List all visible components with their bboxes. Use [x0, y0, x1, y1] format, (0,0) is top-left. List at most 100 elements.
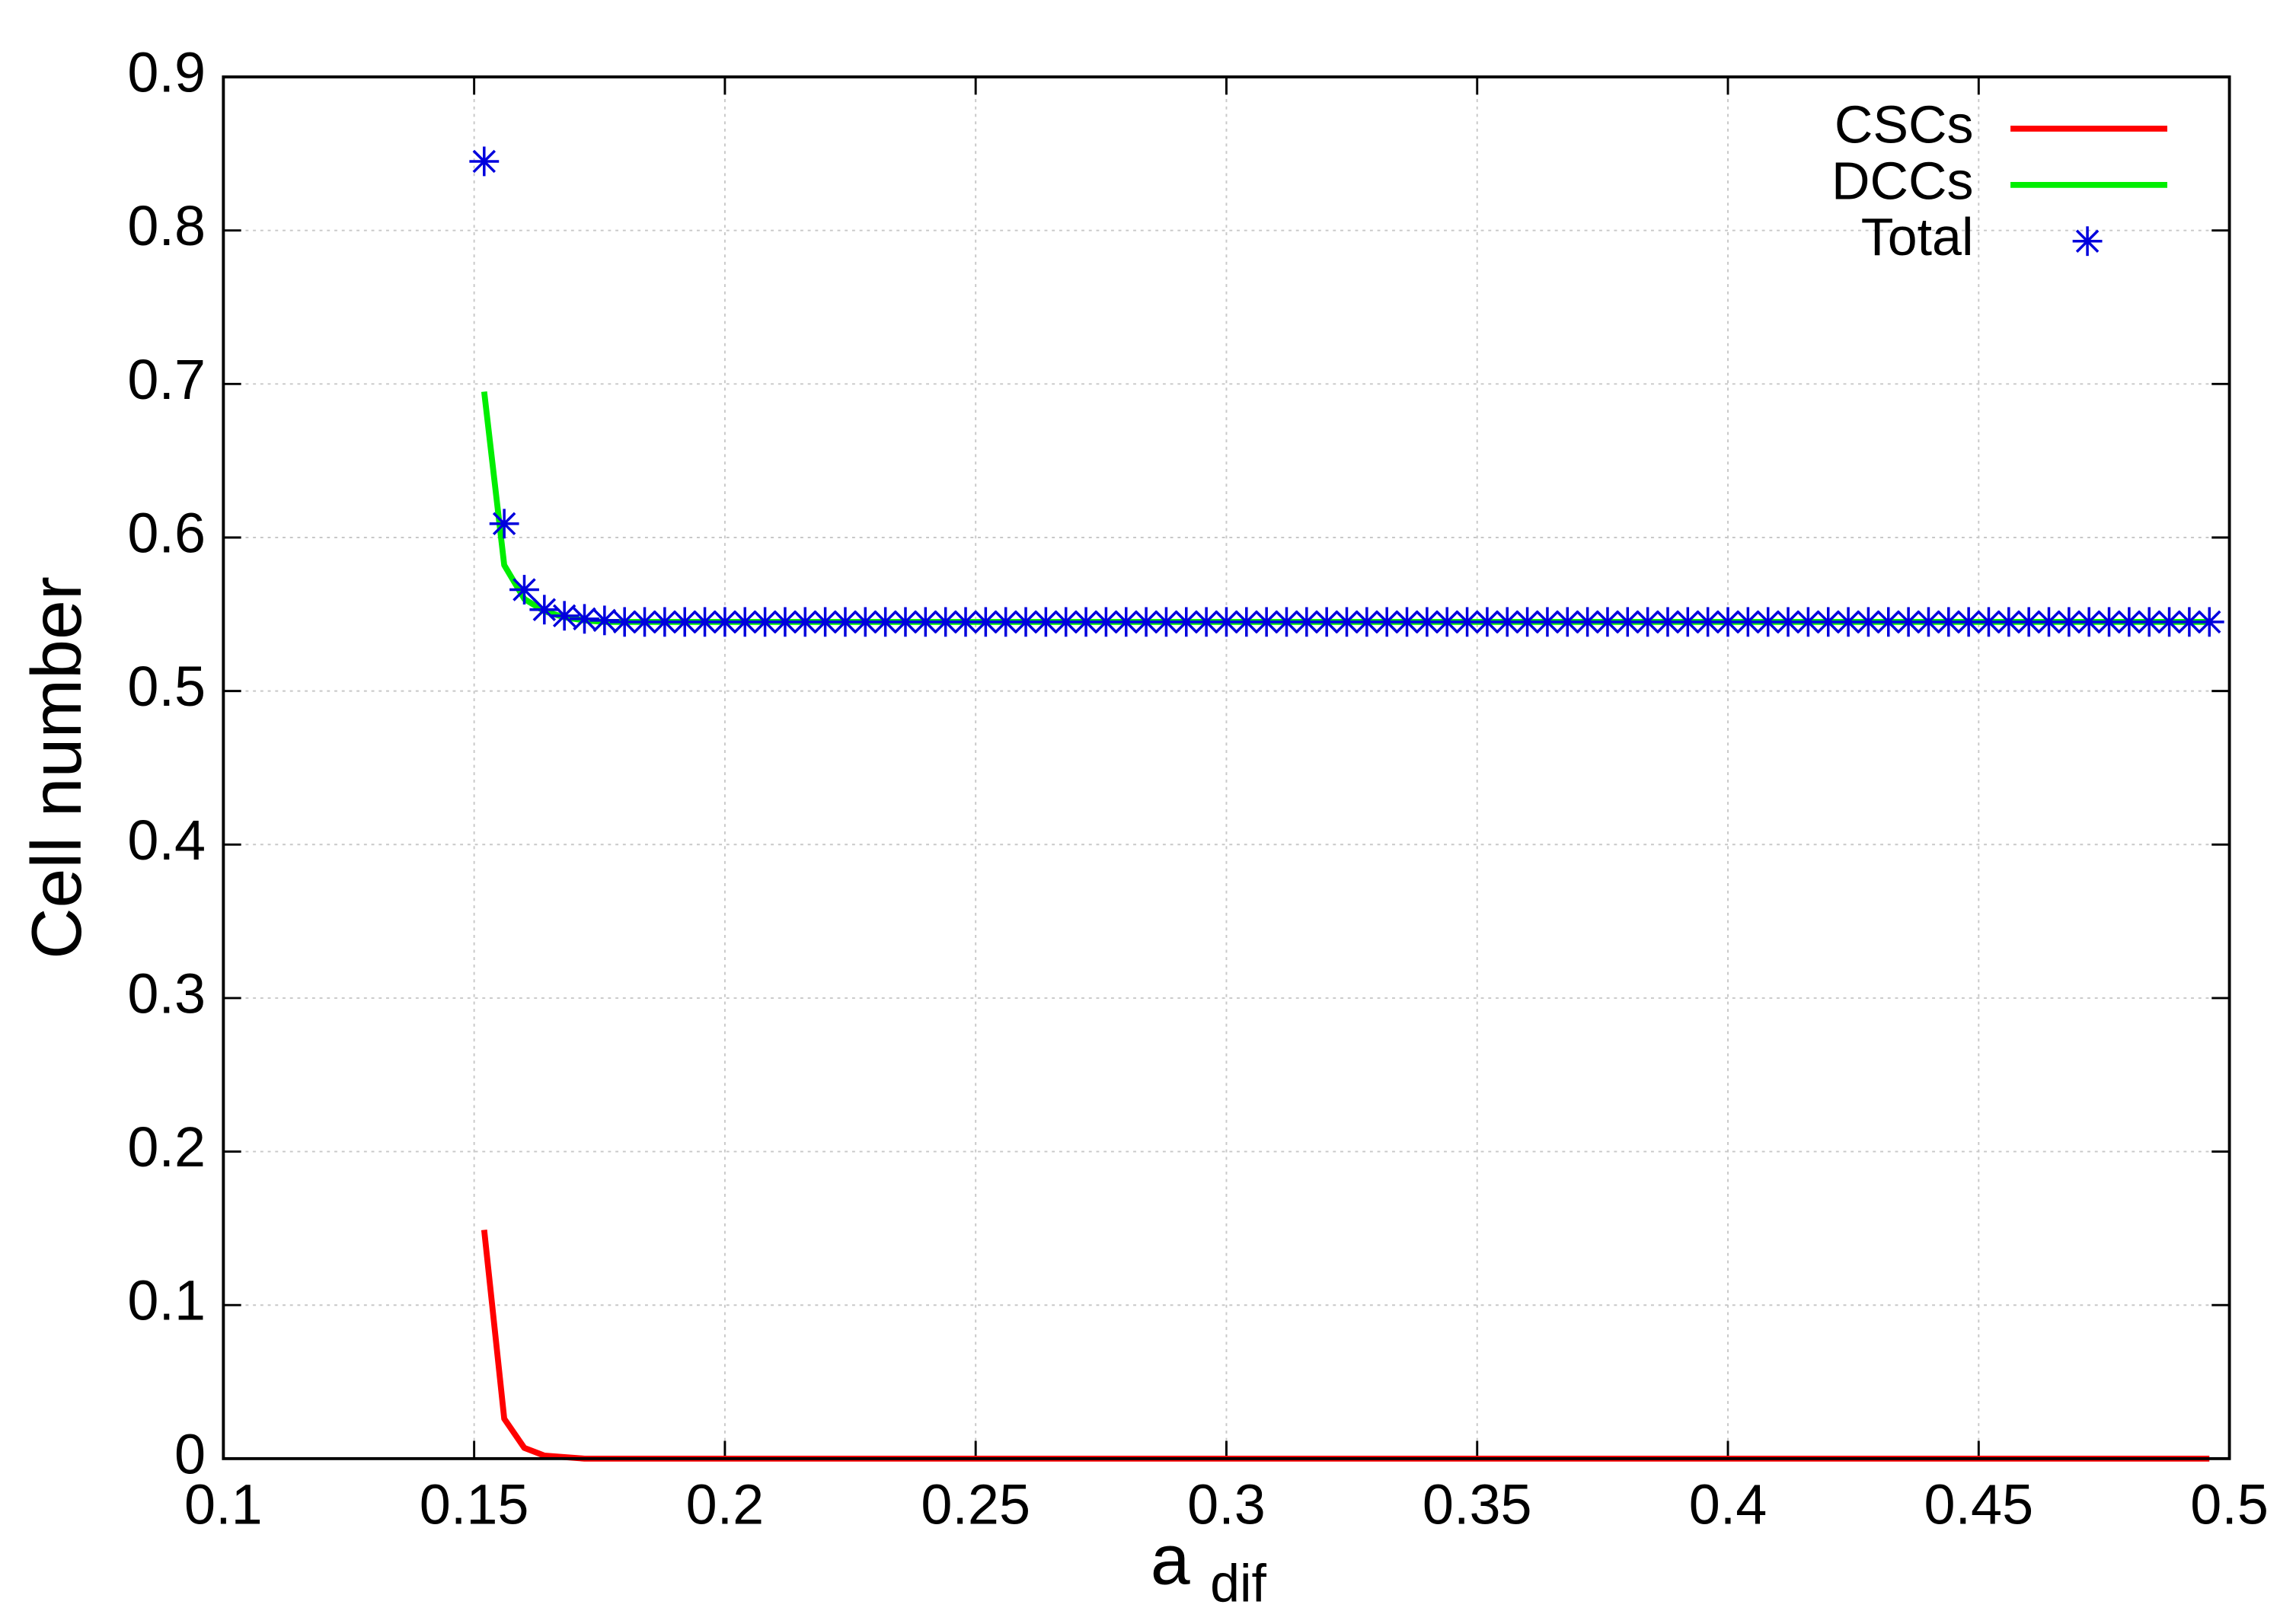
marker-stroke — [513, 578, 536, 601]
marker-stroke — [532, 598, 557, 621]
x-tick-label: 0.5 — [2190, 1472, 2269, 1536]
y-tick-label: 0 — [174, 1422, 206, 1485]
data-point — [2194, 607, 2224, 637]
marker-stroke — [1014, 610, 1038, 634]
plot-frame — [222, 75, 2231, 1460]
marker-stroke — [693, 610, 717, 634]
marker-stroke — [2075, 229, 2100, 253]
marker-stroke — [1636, 610, 1659, 634]
data-point — [1272, 607, 1301, 637]
marker-stroke — [1836, 610, 1860, 634]
marker-stroke — [1134, 610, 1158, 634]
marker-stroke — [914, 610, 937, 634]
data-point — [1212, 607, 1241, 637]
data-point — [529, 595, 560, 625]
data-point — [1934, 607, 1964, 637]
marker-stroke — [1074, 610, 1098, 634]
marker-stroke — [1937, 610, 1961, 634]
data-point — [589, 605, 620, 636]
marker-stroke — [1314, 610, 1339, 634]
marker-stroke — [1395, 610, 1419, 634]
data-point — [950, 607, 981, 637]
marker-stroke — [672, 610, 697, 634]
marker-stroke — [2198, 610, 2221, 634]
data-point — [469, 146, 500, 177]
marker-stroke — [1977, 610, 2001, 634]
marker-stroke — [1455, 610, 1479, 634]
marker-stroke — [612, 610, 637, 634]
marker-stroke — [2157, 610, 2181, 634]
y-tick-label: 0.8 — [127, 194, 206, 257]
marker-stroke — [1355, 610, 1379, 634]
marker-stroke — [1194, 610, 1218, 634]
marker-stroke — [713, 610, 737, 634]
data-point — [1472, 607, 1502, 637]
marker-stroke — [1676, 610, 1700, 634]
y-tick-label: 0.4 — [127, 809, 206, 872]
x-axis-label-subscript: dif — [1210, 1553, 1266, 1611]
data-point — [1432, 607, 1462, 637]
legend-marker — [2072, 226, 2103, 257]
marker-stroke — [1556, 610, 1579, 634]
data-point — [991, 607, 1021, 637]
marker-stroke — [472, 149, 497, 174]
marker-stroke — [1716, 610, 1740, 634]
marker-stroke — [893, 610, 918, 634]
x-axis-label: a — [1151, 1520, 1190, 1599]
marker-stroke — [1254, 610, 1279, 634]
marker-stroke — [2177, 610, 2202, 634]
marker-stroke — [1535, 610, 1560, 634]
marker-stroke — [1415, 610, 1439, 634]
marker-stroke — [2037, 610, 2061, 634]
x-tick-label: 0.2 — [686, 1472, 765, 1536]
marker-stroke — [873, 610, 897, 634]
data-point — [1011, 607, 1041, 637]
marker-stroke — [1876, 610, 1900, 634]
marker-stroke — [1375, 610, 1399, 634]
marker-stroke — [934, 610, 957, 634]
data-point — [669, 607, 700, 637]
x-tick-label: 0.4 — [1689, 1472, 1768, 1536]
data-point — [1532, 607, 1563, 637]
data-point — [489, 509, 519, 539]
marker-stroke — [1435, 610, 1459, 634]
marker-stroke — [1496, 610, 1519, 634]
marker-stroke — [813, 610, 837, 634]
data-point — [1592, 607, 1623, 637]
marker-stroke — [633, 610, 656, 634]
y-tick-label: 0.7 — [127, 348, 206, 411]
data-point — [2054, 607, 2084, 637]
x-tick-label: 0.15 — [420, 1472, 529, 1536]
data-point — [850, 607, 880, 637]
marker-stroke — [1215, 610, 1238, 634]
y-axis-label: Cell number — [17, 576, 96, 959]
marker-stroke — [854, 610, 877, 634]
data-point — [509, 575, 539, 605]
marker-stroke — [1034, 610, 1058, 634]
legend-label: Total — [1861, 207, 1974, 266]
y-tick-label: 0.3 — [127, 962, 206, 1025]
x-tick-label: 0.3 — [1187, 1472, 1266, 1536]
data-point — [1492, 607, 1522, 637]
marker-stroke — [1656, 610, 1680, 634]
data-point — [910, 607, 940, 637]
marker-stroke — [1275, 610, 1298, 634]
marker-stroke — [1616, 610, 1640, 634]
y-tick-label: 0.9 — [127, 41, 206, 104]
marker-stroke — [1576, 610, 1599, 634]
y-tick-label: 0.5 — [127, 655, 206, 718]
data-point — [730, 607, 760, 637]
marker-stroke — [1756, 610, 1780, 634]
marker-stroke — [1917, 610, 1940, 634]
marker-stroke — [794, 610, 817, 634]
marker-stroke — [1595, 610, 1620, 634]
marker-stroke — [592, 608, 617, 633]
marker-stroke — [994, 610, 1017, 634]
marker-stroke — [1054, 610, 1078, 634]
x-tick-label: 0.25 — [921, 1472, 1030, 1536]
y-tick-label: 0.6 — [127, 501, 206, 564]
data-point — [1573, 607, 1603, 637]
marker-stroke — [1857, 610, 1880, 634]
